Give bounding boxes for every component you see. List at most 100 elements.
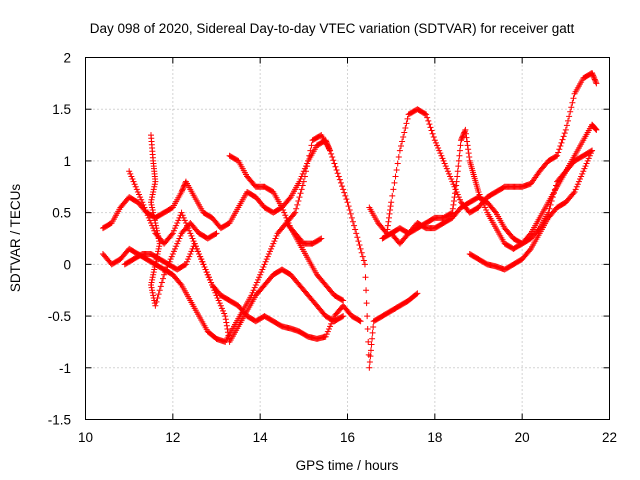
data-point (306, 152, 313, 159)
data-point (131, 181, 138, 188)
data-point (367, 353, 374, 360)
data-point (179, 187, 186, 194)
data-point (205, 274, 212, 281)
data-point (148, 196, 155, 203)
data-point (297, 176, 304, 183)
data-point (592, 126, 599, 133)
data-point (166, 258, 173, 265)
data-point (201, 263, 208, 270)
data-point (249, 289, 256, 296)
data-point (154, 230, 161, 237)
series-track-7 (283, 132, 421, 371)
data-point (586, 152, 593, 159)
data-point (163, 266, 170, 273)
x-tick-label: 18 (427, 430, 442, 445)
data-point (212, 230, 219, 237)
data-point (143, 209, 150, 216)
data-point (187, 230, 194, 237)
data-point (428, 127, 435, 134)
x-tick-labels: 10 12 14 16 18 20 22 (78, 430, 617, 445)
data-point (152, 258, 159, 265)
data-point (395, 154, 402, 161)
data-point (300, 178, 307, 185)
grid-layer (85, 57, 610, 420)
data-point (414, 290, 421, 297)
data-point (555, 149, 562, 156)
data-point (188, 232, 195, 239)
data-point (335, 173, 342, 180)
data-point (327, 323, 334, 330)
data-point (151, 266, 158, 273)
data-point (458, 137, 465, 144)
data-point (150, 188, 157, 195)
data-point (341, 189, 348, 196)
data-point (402, 124, 409, 131)
data-point (334, 170, 341, 177)
data-point (150, 271, 157, 278)
data-point (286, 222, 293, 229)
data-point (268, 245, 275, 252)
data-point (153, 256, 160, 263)
data-point (224, 329, 231, 336)
data-point (340, 313, 347, 320)
data-point (178, 209, 185, 216)
data-point (364, 326, 371, 332)
data-point (269, 243, 276, 250)
y-tick-label: 1.5 (52, 102, 71, 117)
y-axis-label: SDTVAR / TECUs (8, 184, 23, 293)
y-tick-label: 1 (63, 154, 71, 169)
data-point (273, 232, 280, 239)
data-point (253, 279, 260, 286)
data-point (454, 173, 461, 180)
data-point (206, 276, 213, 283)
data-point (150, 212, 157, 219)
data-point (360, 257, 367, 264)
data-point (391, 179, 398, 186)
data-point (441, 160, 448, 167)
data-point (328, 150, 335, 157)
plot-frame (85, 57, 610, 420)
data-point (593, 80, 600, 87)
data-point (389, 192, 396, 199)
data-point (589, 70, 596, 77)
data-point (200, 261, 207, 268)
data-point (156, 238, 163, 245)
data-point (149, 191, 156, 198)
series-track-6 (226, 152, 347, 304)
data-point (435, 145, 442, 151)
y-tick-label: -1.5 (48, 413, 71, 428)
data-point (259, 266, 266, 273)
data-point (423, 111, 430, 118)
data-point (148, 279, 155, 286)
data-point (194, 248, 201, 255)
data-point (225, 332, 232, 339)
data-point (142, 207, 149, 214)
data-point (304, 163, 311, 170)
data-point (254, 276, 261, 283)
data-point (294, 201, 301, 208)
data-point (286, 195, 293, 202)
data-point (349, 218, 356, 225)
data-point (465, 146, 472, 153)
data-point (566, 113, 573, 120)
data-point (252, 282, 259, 289)
data-point (170, 248, 177, 255)
data-point (155, 248, 162, 255)
data-point (385, 214, 392, 221)
data-point (429, 130, 436, 137)
data-point (155, 232, 162, 239)
data-point (353, 230, 360, 237)
data-point (154, 253, 161, 260)
data-point (186, 227, 193, 234)
data-point (434, 142, 441, 149)
data-point (463, 134, 470, 141)
data-point (587, 150, 594, 157)
data-point (357, 318, 364, 325)
data-point (401, 129, 408, 136)
data-point (462, 126, 469, 133)
data-point (584, 157, 591, 164)
data-point (141, 204, 148, 211)
data-point (223, 319, 230, 326)
data-point (149, 194, 156, 201)
